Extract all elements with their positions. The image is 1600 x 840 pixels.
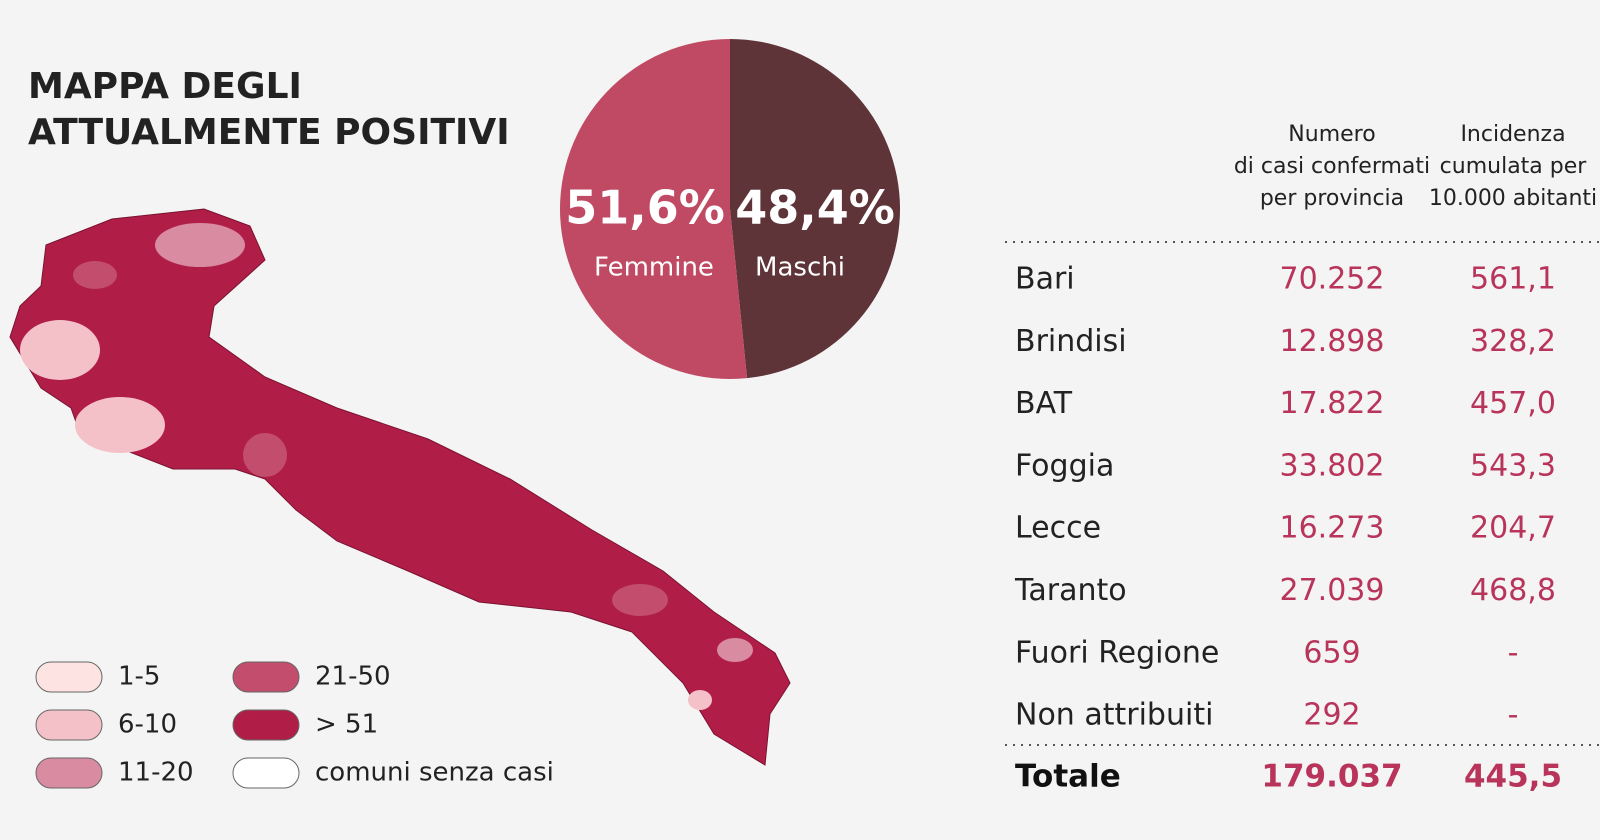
table-header: 10.000 abitanti [1429, 186, 1597, 211]
table-value: 328,2 [1470, 324, 1556, 359]
table-header: cumulata per [1440, 154, 1588, 179]
table-value: 12.898 [1280, 324, 1385, 359]
pie-category-label: Maschi [755, 253, 845, 283]
table-value: 457,0 [1470, 386, 1556, 421]
table-value: 468,8 [1470, 573, 1556, 608]
province-name: Foggia [1015, 448, 1114, 483]
legend-swatch [35, 661, 103, 693]
legend-swatch [232, 709, 300, 741]
total-label: Totale [1015, 759, 1121, 795]
legend-label: 11-20 [118, 758, 194, 788]
table-value: 33.802 [1280, 448, 1385, 483]
pie-value-label: 48,4% [735, 181, 895, 235]
total-value: 445,5 [1464, 759, 1562, 795]
province-name: BAT [1015, 386, 1073, 421]
map-title: MAPPA DEGLI [28, 66, 302, 107]
pie-slice [730, 39, 901, 379]
table-value: - [1508, 635, 1519, 670]
province-name: Lecce [1015, 511, 1101, 546]
pie-slice [560, 39, 748, 379]
table-value: 204,7 [1470, 511, 1556, 546]
pie-value-label: 51,6% [565, 181, 725, 235]
province-name: Brindisi [1015, 324, 1127, 359]
legend-swatch [232, 757, 300, 789]
province-name: Fuori Regione [1015, 635, 1219, 670]
province-name: Non attribuiti [1015, 698, 1213, 733]
table-value: 70.252 [1280, 262, 1385, 297]
table-header: Incidenza [1460, 122, 1565, 147]
legend-label: 6-10 [118, 710, 177, 740]
table-header: Numero [1288, 122, 1375, 147]
table-value: 292 [1303, 698, 1360, 733]
table-value: 27.039 [1280, 573, 1385, 608]
table-value: 17.822 [1280, 386, 1385, 421]
legend-swatch [232, 661, 300, 693]
legend-label: 21-50 [315, 662, 391, 692]
map [9, 208, 791, 766]
table-value: 543,3 [1470, 448, 1556, 483]
legend-label: 1-5 [118, 662, 160, 692]
province-name: Bari [1015, 262, 1075, 297]
table-value: - [1508, 698, 1519, 733]
legend-swatch [35, 757, 103, 789]
legend-label: comuni senza casi [315, 758, 554, 788]
table-value: 659 [1303, 635, 1360, 670]
map-title: ATTUALMENTE POSITIVI [28, 112, 510, 153]
pie-category-label: Femmine [594, 253, 714, 283]
total-value: 179.037 [1261, 759, 1402, 795]
legend-label: > 51 [315, 710, 378, 740]
legend-swatch [35, 709, 103, 741]
table-header: per provincia [1260, 186, 1404, 211]
table-value: 16.273 [1280, 511, 1385, 546]
table-header: di casi confermati [1234, 154, 1430, 179]
table-value: 561,1 [1470, 262, 1556, 297]
province-name: Taranto [1014, 573, 1127, 608]
